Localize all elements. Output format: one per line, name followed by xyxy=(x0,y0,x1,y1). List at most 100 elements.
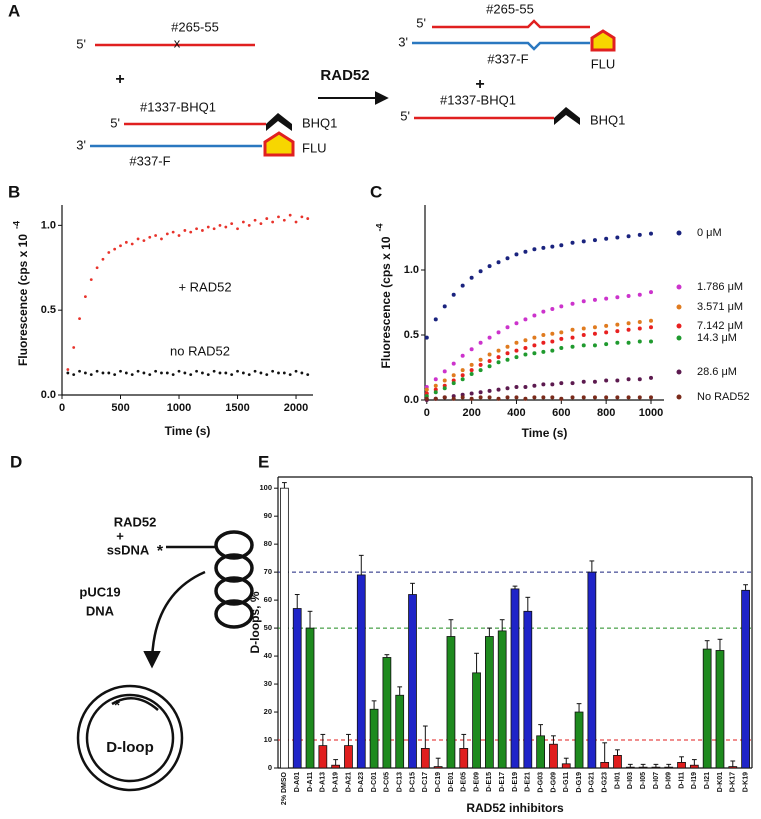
legend-swatch xyxy=(676,369,682,375)
data-point xyxy=(514,252,519,257)
data-point xyxy=(451,373,456,378)
x-tick-label: 500 xyxy=(111,402,129,414)
data-point xyxy=(171,230,175,234)
data-point xyxy=(300,371,304,375)
strand-end: 5' xyxy=(110,115,120,130)
data-point xyxy=(89,373,93,377)
bar xyxy=(664,766,674,769)
data-point xyxy=(523,317,528,322)
x-tick-label: D-C17 xyxy=(422,772,429,792)
data-point xyxy=(160,371,163,375)
ssdna-label: ssDNA xyxy=(107,542,150,557)
x-tick-label: D-E19 xyxy=(512,772,519,792)
data-point xyxy=(615,329,620,334)
bar xyxy=(305,627,315,769)
bar xyxy=(292,608,302,769)
data-point xyxy=(288,373,292,377)
bar xyxy=(638,766,648,769)
panel-label: B xyxy=(8,182,20,201)
plasmid-loop xyxy=(214,530,254,560)
data-point xyxy=(487,359,492,363)
x-tick-label: D-C19 xyxy=(435,772,442,792)
y-axis-label: D-loops, % xyxy=(248,591,262,653)
data-point xyxy=(142,239,146,243)
data-point xyxy=(523,249,528,254)
data-point xyxy=(433,317,438,322)
data-point xyxy=(570,301,575,306)
data-point xyxy=(460,368,465,373)
bar xyxy=(689,764,699,769)
bar xyxy=(613,755,622,769)
legend-label: 1.786 μM xyxy=(697,281,743,293)
x-tick-label: 1000 xyxy=(167,402,191,414)
data-point xyxy=(496,355,501,360)
data-point xyxy=(469,368,474,373)
bar xyxy=(331,764,341,769)
data-point xyxy=(224,225,228,229)
data-point xyxy=(230,373,234,377)
data-point xyxy=(469,347,474,352)
data-point xyxy=(637,395,642,400)
y-tick-label: 100 xyxy=(259,483,272,492)
bar xyxy=(625,766,635,769)
data-point xyxy=(550,339,555,344)
x-tick-label: D-K19 xyxy=(742,772,749,792)
quencher-label: BHQ1 xyxy=(590,112,625,127)
data-point xyxy=(581,343,586,348)
data-point xyxy=(532,247,537,252)
data-point xyxy=(581,379,586,384)
bar xyxy=(280,487,289,769)
bar xyxy=(741,589,750,769)
data-point xyxy=(496,396,501,401)
data-point xyxy=(442,395,447,400)
bar xyxy=(549,743,558,769)
data-point xyxy=(592,395,597,400)
x-tick-label: 400 xyxy=(507,407,525,419)
mismatch: x xyxy=(174,35,181,50)
data-point xyxy=(271,369,275,373)
data-point xyxy=(294,220,298,224)
data-point xyxy=(592,331,597,336)
data-point xyxy=(259,222,263,226)
y-tick-label: 1.0 xyxy=(41,219,56,231)
fluor-label: FLU xyxy=(591,56,616,71)
data-point xyxy=(637,232,642,237)
y-tick-label: 70 xyxy=(264,567,272,576)
data-point xyxy=(626,234,631,239)
data-point xyxy=(648,325,653,330)
x-axis-label: RAD52 inhibitors xyxy=(466,801,564,815)
data-point xyxy=(247,223,251,227)
data-point xyxy=(626,294,631,298)
y-tick-label: 40 xyxy=(264,651,272,660)
data-point xyxy=(505,325,510,330)
data-point xyxy=(637,320,642,324)
data-point xyxy=(66,371,70,375)
data-point xyxy=(124,371,128,375)
bar xyxy=(420,748,430,769)
plus: + xyxy=(116,528,124,543)
data-point xyxy=(559,243,564,248)
data-point xyxy=(189,230,193,234)
data-point xyxy=(505,256,510,261)
data-point xyxy=(523,352,528,357)
data-point xyxy=(265,373,269,377)
x-tick-label: 600 xyxy=(552,407,570,419)
x-tick-label: D-G19 xyxy=(576,772,583,793)
data-point xyxy=(648,339,653,344)
x-tick-label: D-I19 xyxy=(691,772,698,789)
data-point xyxy=(177,369,181,373)
data-point xyxy=(626,395,631,400)
plasmid-loop xyxy=(214,599,254,629)
y-tick-label: 0.5 xyxy=(41,304,56,316)
x-tick-label: 0 xyxy=(424,407,430,419)
y-tick-label: 0.0 xyxy=(41,389,56,401)
bar xyxy=(561,763,571,769)
data-point xyxy=(570,327,575,332)
strand-label: #265-55 xyxy=(171,19,219,34)
data-point xyxy=(505,395,510,400)
data-point xyxy=(478,340,483,345)
y-axis-label: Fluorescence (cps x 10 xyxy=(379,236,393,368)
data-point xyxy=(505,351,510,356)
data-point xyxy=(259,371,263,375)
data-point xyxy=(165,371,169,375)
